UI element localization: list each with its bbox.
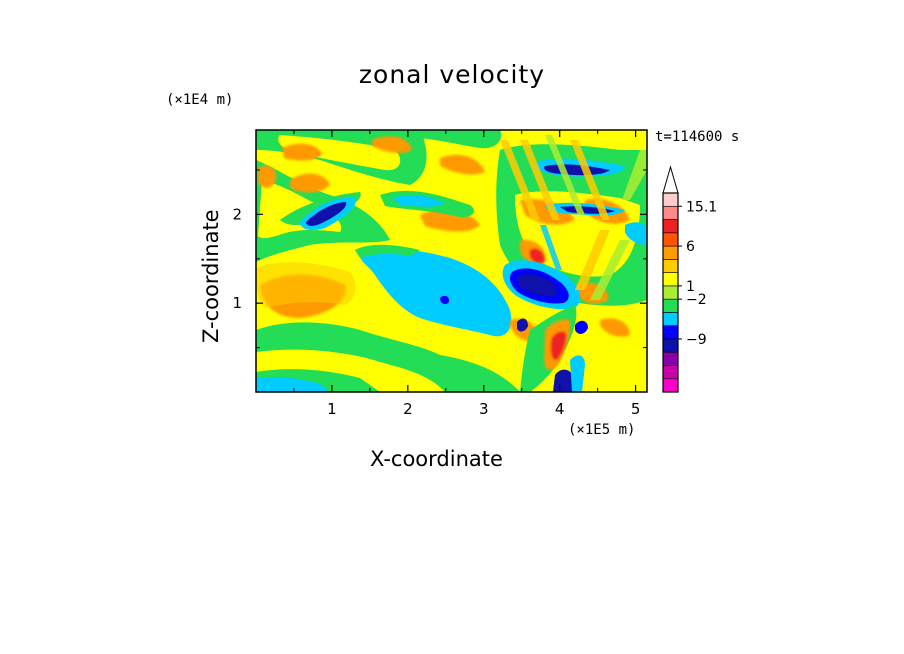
field-streak-blue-mid	[575, 320, 588, 334]
field-orange-top1	[282, 143, 322, 161]
field-streak-red-diag	[551, 331, 566, 360]
texture-streak	[545, 135, 585, 215]
texture-streak	[540, 225, 562, 270]
colorbar-bin	[662, 259, 679, 273]
plot-frame	[255, 129, 648, 393]
x-tick-label: 5	[631, 400, 641, 418]
x-tick-label: 3	[479, 400, 489, 418]
colorbar-bin	[662, 312, 679, 326]
texture-streak	[622, 150, 647, 200]
colorbar-label: 1	[686, 279, 695, 295]
colorbar: 15.1 6 1−2 −9	[662, 165, 717, 393]
chart-title: zonal velocity	[358, 60, 546, 89]
colorbar-bin	[662, 351, 679, 366]
field-orange-mid4	[372, 136, 412, 153]
colorbar-overflow-triangle	[662, 165, 679, 194]
colorbar-bin	[662, 192, 679, 207]
x-tick-label: 2	[403, 400, 413, 418]
field-streak-cyan-bottom	[570, 355, 585, 392]
texture-streak	[570, 140, 610, 220]
colorbar-bin	[662, 219, 679, 234]
field-orange-mid3	[440, 154, 485, 175]
colorbar-label: −2	[686, 292, 707, 308]
colorbar-bin	[662, 298, 679, 313]
velocity-field	[256, 130, 647, 392]
field-cyan-center	[360, 249, 512, 337]
field-orange-right6	[600, 318, 630, 337]
texture-streak	[520, 140, 560, 220]
texture-streak	[575, 230, 610, 290]
colorbar-frame	[662, 192, 679, 393]
x-tick-label: 4	[555, 400, 565, 418]
colorbar-bin	[662, 205, 679, 220]
field-cyan-streak1	[392, 195, 445, 207]
x-tick-label: 1	[327, 400, 337, 418]
field-streak-blue-bottom	[553, 369, 575, 392]
x-axis-ticks: 1 2 3 4 5	[293, 130, 641, 418]
colorbar-bin	[662, 365, 679, 380]
texture-streak	[590, 240, 630, 300]
field-cyan-dot-center	[440, 295, 450, 305]
colorbar-bin	[662, 378, 679, 393]
field-yellow-upper	[278, 135, 401, 171]
z-axis-ticks: 12	[232, 169, 647, 349]
colorbar-bin	[662, 285, 679, 300]
x-axis-label: X-coordinate	[370, 447, 503, 471]
field-green-streak2	[420, 130, 502, 149]
time-label: t=114600 s	[655, 129, 740, 145]
colorbar-label: 6	[686, 239, 695, 255]
z-tick-label: 2	[232, 205, 242, 223]
field-navy-center	[518, 273, 557, 297]
field-texture-streaks	[500, 135, 647, 300]
colorbar-label: 15.1	[686, 199, 717, 215]
field-cyan-bottom	[256, 376, 330, 392]
field-streak-blue-left	[517, 318, 528, 332]
field-cyan-right-edge	[625, 222, 647, 245]
colorbar-label: −9	[686, 332, 707, 348]
x-unit-label: (×1E5 m)	[568, 422, 636, 438]
field-red-right1	[530, 248, 545, 264]
colorbar-bin	[662, 272, 679, 287]
z-tick-label: 1	[232, 294, 242, 312]
colorbar-bin	[662, 245, 679, 260]
field-blue-streak-left	[306, 202, 347, 226]
colorbar-bin	[662, 338, 679, 353]
field-orange-left3	[258, 165, 277, 188]
colorbar-bin	[662, 325, 679, 340]
field-orange-mid1	[290, 173, 330, 193]
colorbar-bin	[662, 232, 679, 247]
field-green-center-edge	[355, 244, 420, 258]
field-orange-left2	[256, 262, 356, 308]
texture-streak	[500, 140, 540, 220]
z-unit-label: (×1E4 m)	[166, 92, 234, 108]
